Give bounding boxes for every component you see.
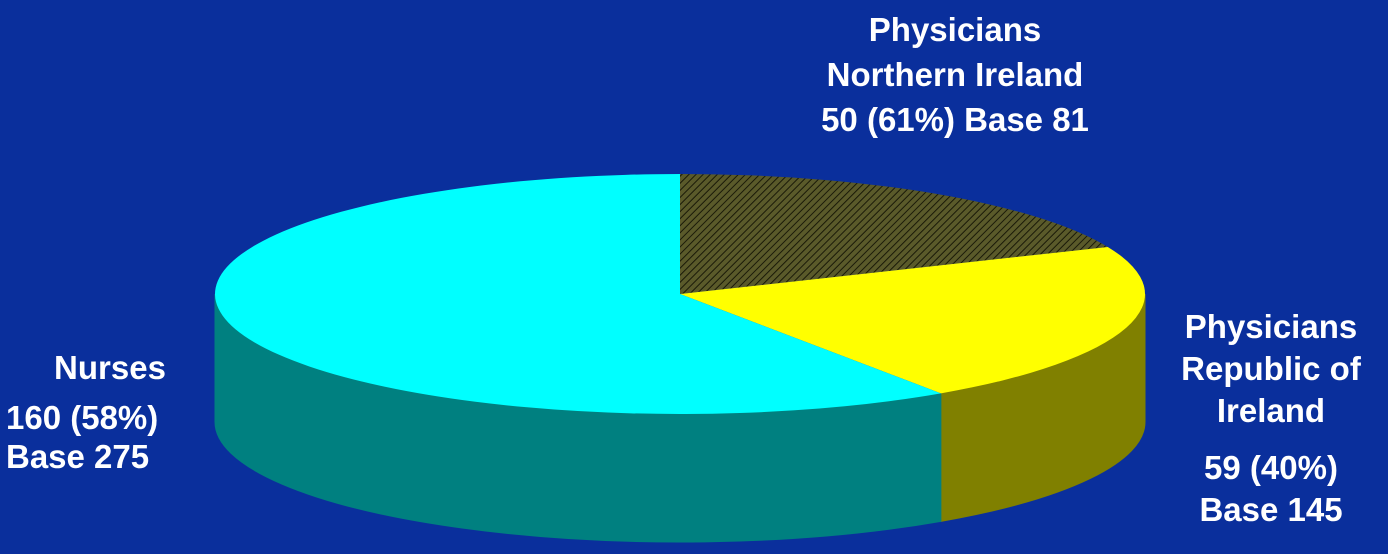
pie-tops: [215, 174, 1145, 414]
label-roi-line2: Republic of: [1181, 350, 1361, 388]
label-roi-line5: Base 145: [1199, 490, 1343, 528]
label-roi-line3: Ireland: [1216, 392, 1326, 430]
label-roi-line4: 59 (40%): [1204, 448, 1338, 486]
label-physicians-roi: Physicians Republic of Ireland 59 (40%) …: [1160, 306, 1382, 531]
label-nurses-base: Base 275: [6, 438, 150, 476]
label-nurses-name: Nurses: [54, 349, 166, 386]
label-physicians-ni: Physicians Northern Ireland 50 (61%) Bas…: [760, 8, 1150, 143]
label-nurses: Nurses 160 (58%) Base 275: [0, 348, 220, 477]
pie-slice-physicians-northern-ireland: [680, 174, 1108, 294]
label-ni-line3: 50 (61%) Base 81: [821, 100, 1089, 138]
label-roi-line1: Physicians: [1184, 308, 1358, 345]
label-nurses-value: 160 (58%): [6, 398, 159, 436]
label-ni-line2: Northern Ireland: [826, 55, 1084, 93]
pie-sides: [214, 293, 1146, 543]
pie-slice-nurses: [215, 174, 941, 414]
label-ni-line1: Physicians: [868, 11, 1042, 48]
pie-slice-physicians-republic-of-ireland: [680, 246, 1145, 394]
